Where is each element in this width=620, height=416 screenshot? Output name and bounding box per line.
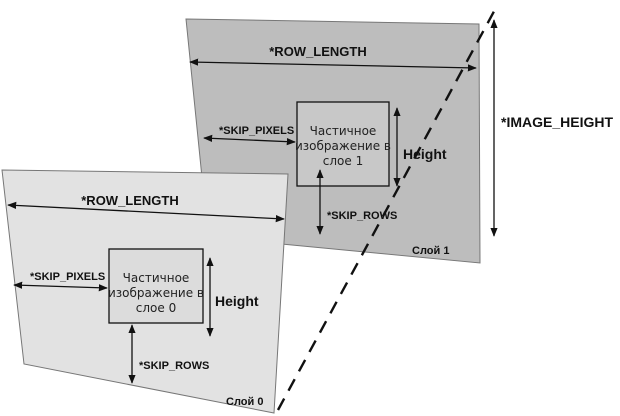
layer-0-subimage-line-3: слое 0: [136, 301, 176, 315]
layer-0-skip-pixels-arrow: [13, 281, 108, 292]
layer-1-subimage-line-3: слое 1: [323, 154, 363, 168]
layer-1-skip-rows-label: *SKIP_ROWS: [327, 210, 397, 222]
layer-0-height-label: Height: [215, 293, 259, 309]
layer-0-row-length-label: *ROW_LENGTH: [81, 193, 179, 208]
layer-0-subimage-line-1: Частичное: [123, 271, 190, 285]
layer-1-subimage-line-2: изображение в: [295, 139, 391, 153]
depth-axis-dashed-line: [276, 3, 500, 411]
layer-0: *ROW_LENGTH Частичное изображение в слое…: [1, 169, 289, 414]
layer-0-subimage-line-2: изображение в: [108, 286, 204, 300]
layer-0-row-length-arrow: [7, 201, 285, 223]
layer-1-height-label: Height: [403, 146, 447, 162]
layer-0-skip-rows-label: *SKIP_ROWS: [139, 360, 209, 372]
layer-1-subimage-box: [296, 101, 390, 187]
layer-1-subimage-line-1: Частичное: [310, 124, 377, 138]
layer-1-skip-pixels-arrow: [203, 134, 296, 146]
layer-0-skip-pixels-label: *SKIP_PIXELS: [30, 271, 105, 283]
layer-1-skip-pixels-label: *SKIP_PIXELS: [219, 125, 294, 137]
layer-0-name: Слой 0: [226, 396, 263, 408]
layer-1-row-length-label: *ROW_LENGTH: [269, 44, 367, 59]
layer-1-name: Слой 1: [412, 245, 449, 257]
layer-1-row-length-arrow: [189, 58, 477, 72]
layer-0-subimage-box: [108, 248, 204, 324]
image-height-label: *IMAGE_HEIGHT: [501, 114, 613, 130]
